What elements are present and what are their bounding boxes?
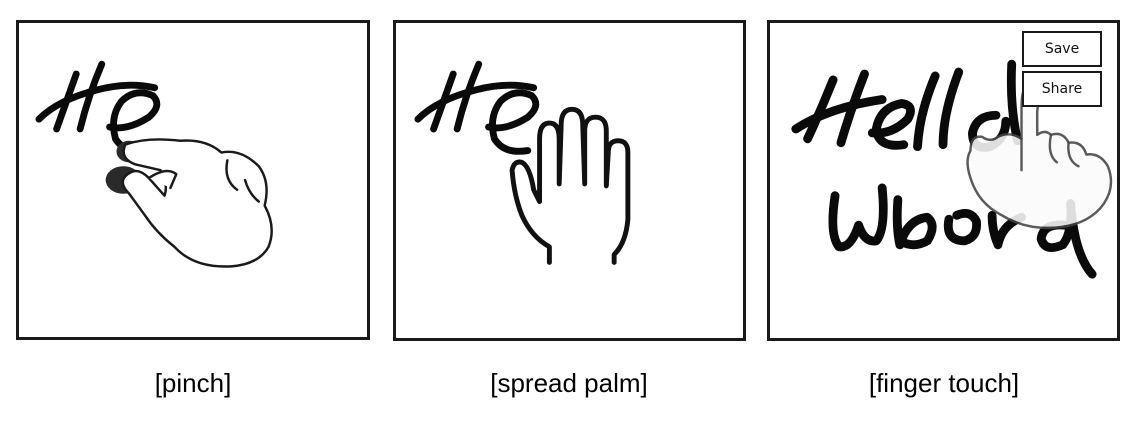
pinch-hand-icon: [105, 138, 273, 268]
handwriting-he: [414, 60, 540, 155]
handwriting-world: [828, 183, 1097, 279]
handwriting-he: [35, 60, 161, 155]
spread-palm-panel[interactable]: [393, 20, 746, 341]
pinch-panel[interactable]: [16, 20, 370, 340]
pinch-canvas[interactable]: [19, 23, 367, 337]
finger-touch-canvas[interactable]: [770, 23, 1117, 338]
spread-palm-icon: [509, 106, 631, 265]
spread-palm-caption: [spread palm]: [490, 368, 648, 398]
share-button[interactable]: Share: [1022, 71, 1102, 107]
save-button[interactable]: Save: [1022, 31, 1102, 67]
finger-touch-panel[interactable]: Save Share: [767, 20, 1120, 341]
handwriting-hello: [791, 59, 1023, 152]
pinch-caption: [pinch]: [154, 368, 232, 398]
finger-touch-hand-icon: [966, 82, 1113, 230]
finger-touch-caption: [finger touch]: [868, 368, 1020, 398]
spread-palm-canvas[interactable]: [396, 23, 743, 338]
